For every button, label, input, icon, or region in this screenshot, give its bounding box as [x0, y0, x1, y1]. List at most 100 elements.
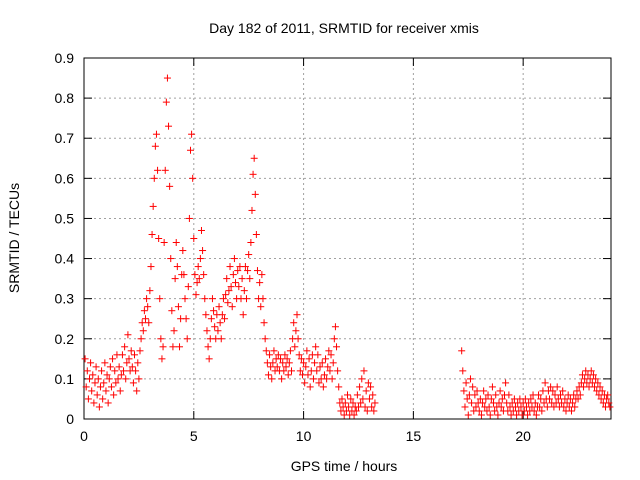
- data-point: [241, 263, 249, 271]
- data-point: [140, 307, 148, 315]
- data-point: [459, 367, 467, 375]
- data-point: [244, 267, 252, 275]
- data-point: [101, 359, 109, 367]
- data-point: [264, 371, 272, 379]
- data-point: [354, 403, 362, 411]
- data-point: [186, 146, 194, 154]
- data-point: [536, 403, 544, 411]
- data-point: [334, 367, 342, 375]
- data-point: [176, 343, 184, 351]
- data-point: [81, 355, 89, 363]
- data-point: [195, 275, 203, 283]
- data-point: [199, 247, 207, 255]
- data-point: [214, 327, 222, 335]
- data-point: [93, 391, 101, 399]
- data-point: [191, 271, 199, 279]
- data-point: [532, 411, 540, 419]
- data-point: [553, 383, 561, 391]
- data-point: [547, 383, 555, 391]
- data-point: [196, 255, 204, 263]
- data-point: [91, 379, 99, 387]
- data-point: [257, 303, 265, 311]
- data-point: [292, 327, 300, 335]
- data-point: [458, 347, 466, 355]
- data-point: [180, 271, 188, 279]
- data-point: [300, 359, 308, 367]
- data-point: [253, 267, 261, 275]
- data-point: [559, 387, 567, 395]
- data-point: [502, 379, 510, 387]
- data-point: [363, 407, 371, 415]
- data-point: [543, 403, 551, 411]
- data-point: [245, 251, 253, 259]
- y-tick-label: 0.6: [55, 170, 75, 186]
- data-point: [107, 383, 115, 391]
- data-point: [279, 359, 287, 367]
- data-point: [281, 351, 289, 359]
- data-point: [335, 383, 343, 391]
- data-point: [301, 379, 309, 387]
- data-point: [173, 263, 181, 271]
- x-axis-label: GPS time / hours: [291, 458, 398, 474]
- data-point: [494, 411, 502, 419]
- data-point: [84, 395, 92, 403]
- data-point: [524, 411, 532, 419]
- data-point: [284, 371, 292, 379]
- data-point: [297, 355, 305, 363]
- data-point: [268, 375, 276, 383]
- data-point: [181, 295, 189, 303]
- data-point: [261, 335, 269, 343]
- data-point: [262, 347, 270, 355]
- data-point: [525, 399, 533, 407]
- data-point: [179, 247, 187, 255]
- data-point: [210, 307, 218, 315]
- y-tick-label: 0.5: [55, 210, 75, 226]
- data-point: [369, 391, 377, 399]
- data-point: [197, 226, 205, 234]
- data-point: [325, 347, 333, 355]
- data-point: [573, 387, 581, 395]
- data-point: [150, 174, 158, 182]
- data-point: [596, 383, 604, 391]
- data-point: [258, 271, 266, 279]
- data-point: [121, 343, 129, 351]
- data-point: [190, 235, 198, 242]
- data-point: [138, 319, 146, 327]
- data-point: [216, 319, 224, 327]
- data-point: [183, 335, 191, 343]
- data-point: [162, 98, 170, 106]
- data-point: [118, 351, 126, 359]
- data-point: [129, 379, 137, 387]
- data-point: [496, 387, 504, 395]
- data-point: [172, 239, 180, 247]
- data-point: [305, 355, 313, 363]
- data-point: [151, 142, 159, 150]
- data-point: [311, 359, 319, 367]
- data-point: [326, 367, 334, 375]
- data-point: [163, 74, 171, 82]
- y-tick-label: 0.3: [55, 291, 75, 307]
- data-point: [485, 403, 493, 411]
- axis-ticks: 0 0.1 0.2 0.3 0.4 0.5 0.6 0.7 0.8 0.9 0 5 10 15 20: [55, 50, 611, 444]
- data-point: [469, 383, 477, 391]
- data-point: [294, 335, 302, 343]
- data-point: [273, 363, 281, 371]
- data-point: [242, 295, 250, 303]
- x-tick-label: 20: [515, 428, 531, 444]
- data-point: [306, 383, 314, 391]
- data-point: [463, 395, 471, 403]
- x-tick-label: 0: [80, 428, 88, 444]
- data-point: [349, 399, 357, 407]
- data-point: [277, 355, 285, 363]
- data-point: [134, 359, 142, 367]
- data-point: [94, 375, 102, 383]
- data-point: [535, 391, 543, 399]
- data-point: [492, 391, 500, 399]
- y-tick-label: 0: [66, 411, 74, 427]
- data-point: [483, 407, 491, 415]
- data-point: [158, 355, 166, 363]
- data-point: [371, 399, 379, 407]
- data-point: [156, 295, 164, 303]
- data-point: [479, 399, 487, 407]
- data-point: [120, 367, 128, 375]
